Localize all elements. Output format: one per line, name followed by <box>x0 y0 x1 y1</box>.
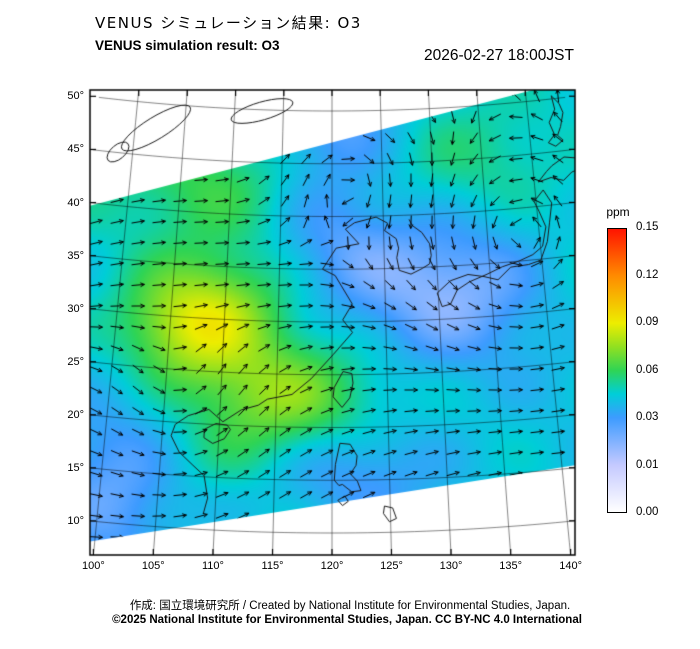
lon-tick-label: 140° <box>559 560 582 572</box>
colorbar-tick-label: 0.01 <box>636 458 659 471</box>
lon-tick-label: 115° <box>261 560 284 572</box>
lat-tick-label: 30° <box>67 302 84 315</box>
colorbar-tick-label: 0.12 <box>636 268 659 281</box>
lon-tick-label: 105° <box>141 560 165 572</box>
lat-tick-label: 10° <box>67 514 84 527</box>
colorbar-tick-label: 0.00 <box>636 506 659 518</box>
colorbar-tick-label: 0.03 <box>636 411 659 423</box>
page-title-japanese: VENUS シミュレーション結果: O3 <box>95 14 362 32</box>
lon-tick-label: 120° <box>320 560 344 572</box>
lon-tick-label: 125° <box>380 560 403 572</box>
license-text: ©2025 National Institute for Environment… <box>112 614 582 626</box>
colorbar-tick-label: 0.15 <box>636 221 659 233</box>
lon-tick-label: 110° <box>202 560 224 572</box>
lon-tick-label: 130° <box>439 560 463 572</box>
lat-tick-label: 40° <box>67 196 84 209</box>
timestamp: 2026-02-27 18:00JST <box>424 47 574 64</box>
colorbar-tick-label: 0.09 <box>636 316 659 328</box>
colorbar-tick-label: 0.06 <box>636 363 659 376</box>
lat-tick-label: 15° <box>67 461 84 474</box>
colorbar <box>607 228 627 513</box>
credit-text: 作成: 国立環境研究所 / Created by National Instit… <box>129 600 571 612</box>
lat-tick-label: 25° <box>67 355 84 368</box>
colorbar-unit-label: ppm <box>606 205 630 219</box>
lat-tick-label: 20° <box>67 408 84 421</box>
lat-tick-label: 35° <box>67 249 84 262</box>
page-title-english: VENUS simulation result: O3 <box>95 38 280 53</box>
lon-tick-label: 135° <box>499 560 523 572</box>
lat-tick-label: 45° <box>67 143 84 156</box>
lon-tick-label: 100° <box>82 560 105 572</box>
lat-tick-label: 50° <box>67 90 84 103</box>
